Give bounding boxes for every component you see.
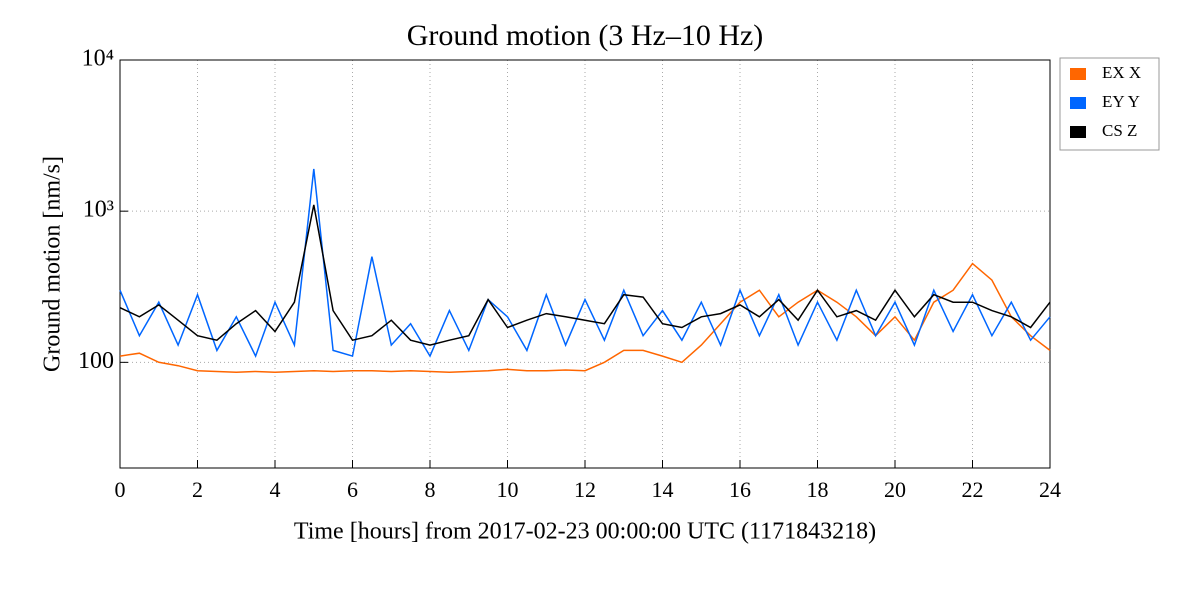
chart-title: Ground motion (3 Hz–10 Hz)	[407, 19, 764, 52]
legend-swatch	[1070, 126, 1086, 138]
legend-swatch	[1070, 68, 1086, 80]
x-tick-label: 16	[729, 477, 751, 502]
series-line	[119, 262, 1051, 373]
legend-label: EY Y	[1102, 92, 1140, 111]
x-tick-label: 10	[497, 477, 519, 502]
x-tick-label: 8	[425, 477, 436, 502]
y-tick-label: 100	[78, 348, 114, 374]
x-tick-label: 22	[962, 477, 984, 502]
x-tick-label: 18	[807, 477, 829, 502]
x-tick-label: 24	[1039, 477, 1061, 502]
y-axis-label: Ground motion [nm/s]	[40, 156, 66, 372]
plot-frame	[119, 59, 1051, 469]
series-line	[119, 204, 1051, 346]
x-tick-label: 2	[192, 477, 203, 502]
series-line	[119, 168, 1051, 359]
legend-label: CS Z	[1102, 121, 1137, 140]
x-tick-label: 0	[115, 477, 126, 502]
y-tick-label: 10³	[83, 197, 114, 223]
x-axis-label: Time [hours] from 2017-02-23 00:00:00 UT…	[294, 519, 876, 545]
y-tick-label: 10⁴	[82, 46, 114, 72]
x-tick-label: 14	[652, 477, 674, 502]
x-tick-label: 4	[270, 477, 281, 502]
x-tick-label: 12	[574, 477, 596, 502]
x-tick-label: 20	[884, 477, 906, 502]
legend-swatch	[1070, 97, 1086, 109]
x-tick-label: 6	[347, 477, 358, 502]
legend-label: EX X	[1102, 63, 1141, 82]
